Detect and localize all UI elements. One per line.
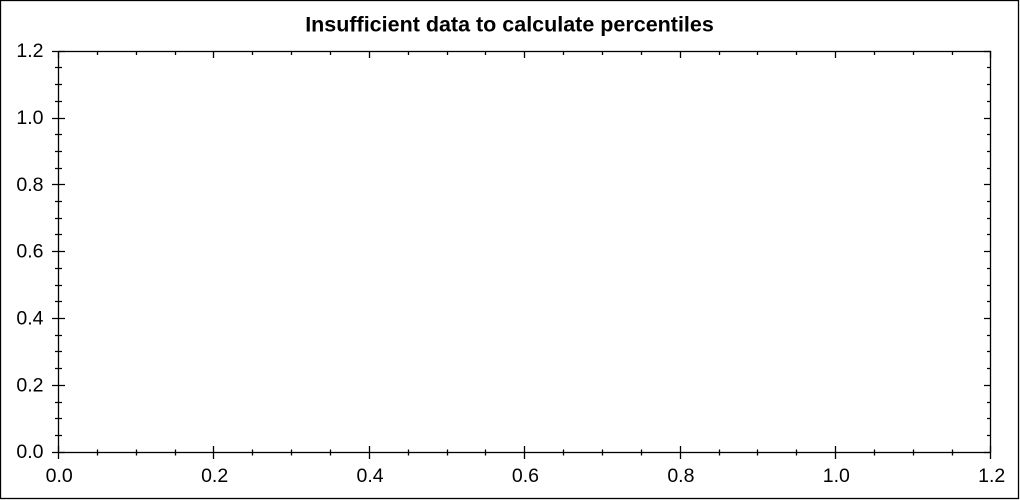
svg-text:1.0: 1.0 bbox=[823, 465, 850, 487]
svg-text:1.0: 1.0 bbox=[16, 107, 43, 129]
svg-text:0.6: 0.6 bbox=[16, 241, 43, 263]
svg-text:0.0: 0.0 bbox=[16, 441, 43, 463]
svg-text:0.4: 0.4 bbox=[16, 307, 43, 329]
svg-text:1.2: 1.2 bbox=[16, 40, 43, 62]
svg-text:0.4: 0.4 bbox=[356, 465, 383, 487]
svg-text:0.2: 0.2 bbox=[16, 374, 43, 396]
svg-text:0.2: 0.2 bbox=[201, 465, 228, 487]
svg-text:0.8: 0.8 bbox=[667, 465, 694, 487]
svg-text:0.8: 0.8 bbox=[16, 174, 43, 196]
svg-text:Insufficient data to calculate: Insufficient data to calculate percentil… bbox=[305, 12, 714, 36]
svg-text:1.2: 1.2 bbox=[978, 465, 1005, 487]
svg-text:0.6: 0.6 bbox=[512, 465, 539, 487]
svg-text:0.0: 0.0 bbox=[46, 465, 73, 487]
